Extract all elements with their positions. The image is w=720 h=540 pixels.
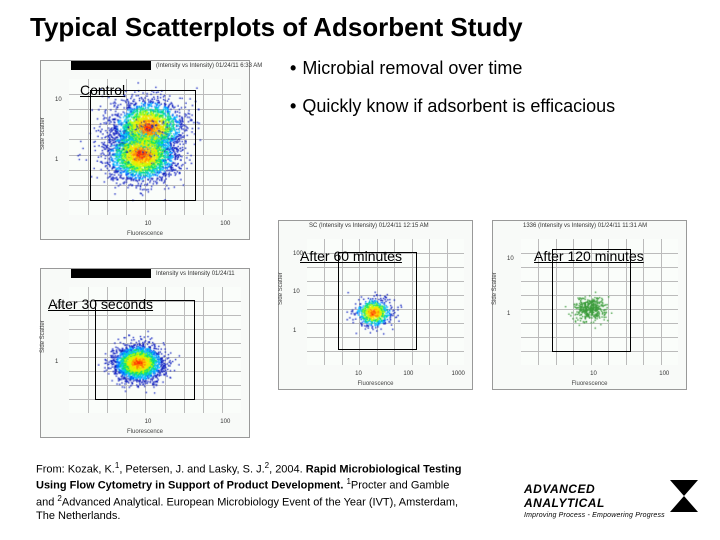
x-tick: 100 [403,371,413,377]
plot-title-blackbar [71,61,151,70]
y-axis-label: Side Scatter [492,272,498,305]
y-tick: 1 [55,359,58,365]
citation-text: , Petersen, J. and Lasky, S. J. [119,464,264,476]
x-tick: 1000 [452,371,465,377]
bullet-dot-icon: • [280,58,302,78]
bullet-1: •Microbial removal over time [280,56,700,80]
plot-subtitle: (Intensity vs Intensity) 01/24/11 6:33 A… [156,63,262,69]
scatterplot-after-60m: SC (Intensity vs Intensity) 01/24/11 12:… [278,220,473,390]
plot-label-after-120m: After 120 minutes [534,248,644,264]
logo-tagline: Improving Process - Empowering Progress [524,512,665,519]
content-area: •Microbial removal over time •Quickly kn… [0,52,720,540]
x-tick: 10 [145,221,152,227]
x-tick: 100 [220,221,230,227]
x-axis-label: Fluorescence [127,231,163,237]
logo-line-2: ANALYTICAL [524,496,605,510]
y-tick: 1 [293,328,296,334]
y-tick: 10 [293,289,300,295]
plot-frame: SC (Intensity vs Intensity) 01/24/11 12:… [278,220,473,390]
logo-chevron-icon [668,478,704,514]
plot-title-blackbar [71,269,151,278]
x-tick: 10 [590,371,597,377]
plot-label-after-30s: After 30 seconds [48,296,153,312]
scatterplot-after-120m: 1336 (Intensity vs Intensity) 01/24/11 1… [492,220,687,390]
plot-frame: 1336 (Intensity vs Intensity) 01/24/11 1… [492,220,687,390]
plot-subtitle: 1336 (Intensity vs Intensity) 01/24/11 1… [523,223,647,229]
plot-subtitle: SC (Intensity vs Intensity) 01/24/11 12:… [309,223,429,229]
y-tick: 1 [507,311,510,317]
slide-title: Typical Scatterplots of Adsorbent Study [0,0,720,51]
y-tick: 10 [55,97,62,103]
x-axis-label: Fluorescence [357,381,393,387]
bullet-dot-icon: • [280,96,302,116]
x-tick: 100 [220,419,230,425]
plot-area [69,79,241,215]
citation: From: Kozak, K.1, Petersen, J. and Lasky… [36,461,466,524]
x-axis-label: Fluorescence [127,429,163,435]
scatterplot-control: (Intensity vs Intensity) 01/24/11 6:33 A… [40,60,250,240]
logo-line-1: ADVANCED [524,482,605,496]
gate-rectangle [90,90,197,202]
plot-frame: (Intensity vs Intensity) 01/24/11 6:33 A… [40,60,250,240]
plot-subtitle: Intensity vs Intensity 01/24/11 [156,271,235,277]
plot-label-control: Control [80,82,125,98]
gate-rectangle [95,300,195,401]
citation-text: , 2004. [269,464,306,476]
x-tick: 10 [145,419,152,425]
y-axis-label: Side Scatter [40,117,46,150]
scatterplot-after-30s: Intensity vs Intensity 01/24/11 Fluoresce… [40,268,250,438]
bullet-2: •Quickly know if adsorbent is efficaciou… [280,94,700,118]
x-tick: 100 [659,371,669,377]
citation-text: Advanced Analytical. European Microbiolo… [36,497,458,523]
gate-rectangle [552,249,631,352]
y-tick: 10 [507,256,514,262]
plot-frame: Intensity vs Intensity 01/24/11 Fluoresce… [40,268,250,438]
y-axis-label: Side Scatter [278,272,284,305]
y-tick: 1 [55,157,58,163]
x-tick: 10 [355,371,362,377]
y-axis-label: Side Scatter [40,320,46,353]
company-logo: ADVANCED ANALYTICAL Improving Process - … [524,480,704,520]
citation-text: From: Kozak, K. [36,464,115,476]
plot-label-after-60m: After 60 minutes [300,248,402,264]
bullet-2-text: Quickly know if adsorbent is efficacious [302,96,615,116]
bullet-list: •Microbial removal over time •Quickly kn… [280,56,700,119]
gate-rectangle [338,252,417,350]
bullet-1-text: Microbial removal over time [302,58,522,78]
x-axis-label: Fluorescence [571,381,607,387]
